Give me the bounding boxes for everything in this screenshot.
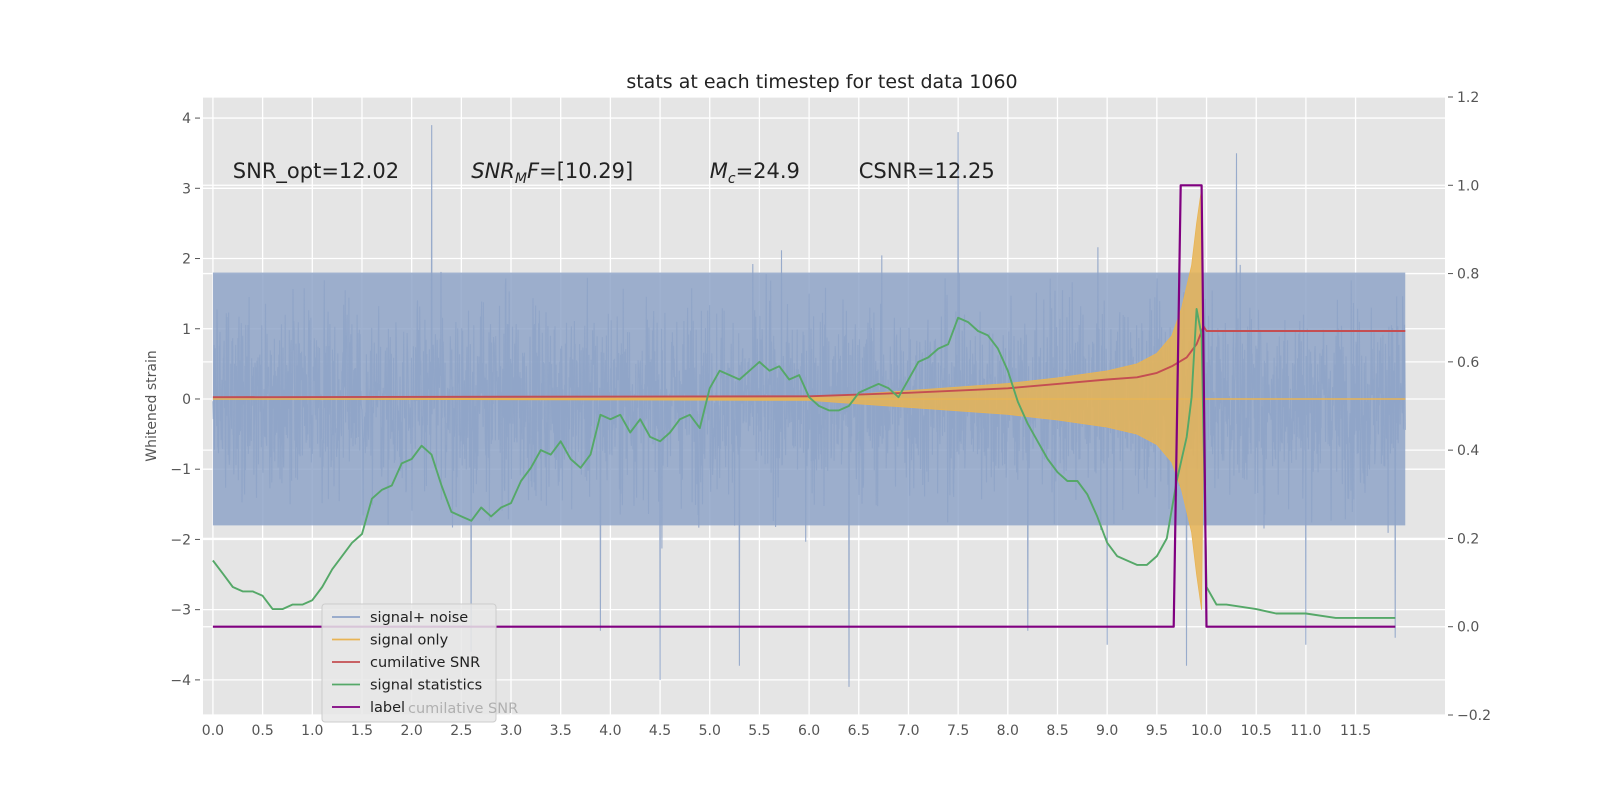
x-tick-label: 5.5 — [748, 723, 770, 739]
y-tick-label: −2 — [170, 532, 191, 548]
y-tick-label: −4 — [170, 673, 191, 689]
x-tick-label: 0.5 — [251, 723, 273, 739]
x-tick-label: 8.5 — [1046, 723, 1068, 739]
x-tick-label: 11.0 — [1290, 723, 1321, 739]
y2-tick-label: −0.2 — [1457, 708, 1491, 724]
x-tick-label: 6.0 — [798, 723, 820, 739]
legend-entry: signal only — [370, 633, 449, 649]
signal-noise-line — [212, 125, 1406, 687]
x-tick-label: 3.5 — [550, 723, 572, 739]
x-tick-label: 10.5 — [1241, 723, 1272, 739]
y-tick-label: 3 — [182, 181, 191, 197]
series-line-label — [212, 184, 1396, 628]
x-tick-label: 11.5 — [1340, 723, 1371, 739]
annotation: SNR_opt=12.02 — [233, 159, 399, 184]
y2-tick-label: 1.0 — [1457, 178, 1479, 194]
annotation: Mc=24.9 — [710, 159, 800, 187]
y-tick-label: −3 — [170, 603, 191, 619]
x-tick-label: 10.0 — [1191, 723, 1222, 739]
y2-tick-label: 0.0 — [1457, 620, 1479, 636]
x-tick-label: 1.5 — [351, 723, 373, 739]
y-tick-label: −1 — [170, 462, 191, 478]
x-tick-label: 6.5 — [848, 723, 870, 739]
y-tick-label: 0 — [182, 392, 191, 408]
x-tick-label: 9.5 — [1146, 723, 1168, 739]
legend-ghost-text: cumilative SNR — [408, 701, 518, 717]
x-tick-label: 4.0 — [599, 723, 621, 739]
legend-box — [321, 603, 497, 723]
annotations: SNR_opt=12.02 SNRMF=[10.29] Mc=24.9 CSNR=12… — [233, 159, 995, 187]
x-tick-label: 2.5 — [450, 723, 472, 739]
y2-tick-label: 0.8 — [1457, 267, 1479, 283]
x-tick-label: 7.0 — [897, 723, 919, 739]
signal-only-series — [212, 188, 1406, 610]
y-tick-label: 2 — [182, 252, 191, 268]
y-tick-label: 1 — [182, 322, 191, 338]
line-series — [212, 184, 1406, 628]
x-tick-label: 3.0 — [500, 723, 522, 739]
legend: cumilative SNR signal+ noise signal only cu… — [321, 603, 518, 723]
y2-tick-label: 0.2 — [1457, 531, 1479, 547]
x-tick-label: 2.0 — [401, 723, 423, 739]
series-line-signal-statistics — [212, 307, 1396, 619]
x-tick-label: 1.0 — [301, 723, 323, 739]
x-tick-label: 8.0 — [997, 723, 1019, 739]
x-tick-label: 7.5 — [947, 723, 969, 739]
chart-title: stats at each timestep for test data 106… — [626, 71, 1017, 93]
x-tick-label: 4.5 — [649, 723, 671, 739]
legend-entry: cumilative SNR — [370, 655, 480, 671]
annotation: CSNR=12.25 — [859, 159, 995, 183]
x-tick-label: 0.0 — [202, 723, 224, 739]
y-tick-label: 4 — [182, 111, 191, 127]
x-axis: 0.0 0.5 1.0 1.5 2.0 2.5 3.0 3.5 4.0 4.5 5.0 5.5 6.0 6… — [202, 723, 1371, 739]
y-axis-label: Whitened strain — [144, 350, 160, 461]
y2-tick-label: 1.2 — [1457, 90, 1479, 106]
y2-tick-label: 0.4 — [1457, 443, 1479, 459]
annotation: SNRMF=[10.29] — [471, 159, 633, 187]
y2-tick-label: 0.6 — [1457, 355, 1479, 371]
legend-entry: label — [370, 700, 405, 716]
x-tick-label: 9.0 — [1096, 723, 1118, 739]
y-axis-right: 1.2 1.0 0.8 0.6 0.4 0.2 0.0 −0.2 — [1448, 90, 1491, 724]
y-axis-left: 4 3 2 1 0 −1 −2 −3 −4 — [170, 111, 200, 689]
x-tick-label: 5.0 — [699, 723, 721, 739]
legend-entry: signal+ noise — [370, 610, 468, 626]
legend-entry: signal statistics — [370, 678, 482, 694]
